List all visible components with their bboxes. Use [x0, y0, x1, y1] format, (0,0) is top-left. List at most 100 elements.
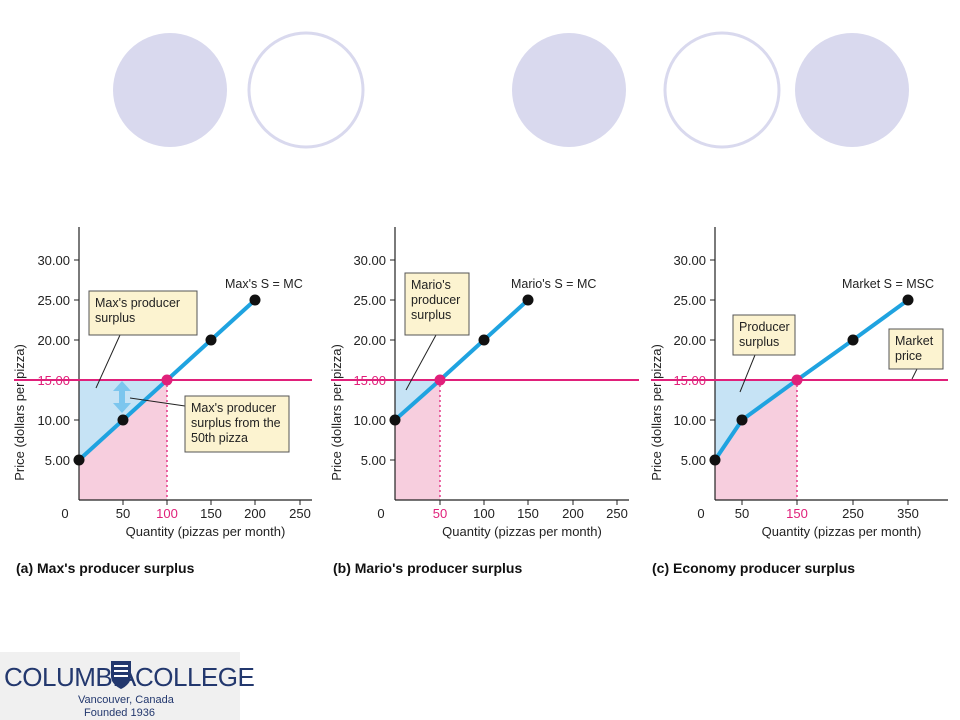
y-tick-label: 10.00 — [353, 413, 386, 428]
y-tick-label: 20.00 — [37, 333, 70, 348]
callout-text: surplus — [411, 308, 451, 322]
data-point — [522, 294, 534, 306]
callout-text: Max's producer — [191, 401, 276, 415]
equilibrium-point — [791, 374, 803, 386]
x-tick-label: 250 — [606, 506, 628, 521]
x-tick-label: 200 — [562, 506, 584, 521]
y-axis-title: Price (dollars per pizza) — [12, 344, 27, 481]
deco-circle-filled — [512, 33, 626, 147]
y-tick-label: 5.00 — [361, 453, 386, 468]
cost-area — [715, 380, 797, 500]
y-tick-label: 30.00 — [37, 253, 70, 268]
callout-text: producer — [411, 293, 460, 307]
equilibrium-point — [434, 374, 446, 386]
callout-box — [88, 290, 198, 336]
x-tick-label: 50 — [735, 506, 749, 521]
deco-circle-filled — [795, 33, 909, 147]
x-tick-label: 50 — [116, 506, 130, 521]
logo-location: Vancouver, Canada — [78, 694, 174, 706]
y-tick-label: 10.00 — [37, 413, 70, 428]
shield-icon — [111, 661, 131, 689]
callout-leader — [739, 354, 756, 393]
callout-leader — [95, 334, 121, 389]
y-tick-label: 30.00 — [353, 253, 386, 268]
logo-founded: Founded 1936 — [84, 707, 155, 719]
y-axis-title: Price (dollars per pizza) — [329, 344, 344, 481]
surplus-arrow-down — [113, 403, 131, 413]
series-label: Market S = MSC — [842, 277, 934, 291]
data-point — [709, 454, 721, 466]
callout-leader — [911, 368, 918, 380]
y-tick-label: 5.00 — [45, 453, 70, 468]
x-tick-label: 350 — [897, 506, 919, 521]
callout-text: surplus — [739, 335, 779, 349]
x-tick-label: 250 — [289, 506, 311, 521]
data-point — [736, 414, 748, 426]
x-tick-label: 150 — [517, 506, 539, 521]
supply-curve — [393, 298, 530, 422]
x-tick-label: 150 — [200, 506, 222, 521]
data-point — [73, 454, 85, 466]
callout-box — [184, 395, 290, 453]
callout-box — [888, 328, 944, 370]
panel-caption: (c) Economy producer surplus — [652, 560, 855, 576]
y-axis-title: Price (dollars per pizza) — [649, 344, 664, 481]
data-point — [389, 414, 401, 426]
x-tick-label: 250 — [842, 506, 864, 521]
callout-text: Max's producer — [95, 296, 180, 310]
x-tick-label: 100 — [156, 506, 178, 521]
callout-text: surplus from the — [191, 416, 281, 430]
deco-circle-filled — [113, 33, 227, 147]
cost-area — [79, 380, 167, 500]
y-tick-label: 5.00 — [681, 453, 706, 468]
series-label: Max's S = MC — [225, 277, 303, 291]
callout-text: surplus — [95, 311, 135, 325]
y-tick-label: 10.00 — [673, 413, 706, 428]
x-tick-label: 200 — [244, 506, 266, 521]
callout-text: Market — [895, 334, 934, 348]
deco-circle-outline — [663, 31, 781, 149]
y-tick-label: 20.00 — [353, 333, 386, 348]
series-label: Mario's S = MC — [511, 277, 596, 291]
panel-caption: (b) Mario's producer surplus — [333, 560, 522, 576]
data-point — [847, 334, 859, 346]
callout-text: 50th pizza — [191, 431, 248, 445]
x-tick-label: 150 — [786, 506, 808, 521]
y-tick-label: 25.00 — [353, 293, 386, 308]
x-axis-title: Quantity (pizzas per month) — [442, 524, 602, 539]
surplus-arrow-shaft — [119, 390, 125, 404]
logo-name-2: COLLEGE — [135, 662, 255, 692]
college-logo: COLUMBIA COLLEGE Vancouver, Canada Found… — [0, 652, 255, 720]
equilibrium-point — [161, 374, 173, 386]
x-tick-label: 50 — [433, 506, 447, 521]
callout-box — [732, 314, 796, 356]
callout-leader — [129, 397, 186, 407]
y-tick-label: 25.00 — [673, 293, 706, 308]
x-axis-title: Quantity (pizzas per month) — [126, 524, 286, 539]
data-point — [478, 334, 490, 346]
deco-circle-outline — [247, 31, 365, 149]
callout-leader — [405, 334, 437, 391]
y-tick-label: 20.00 — [673, 333, 706, 348]
panel-caption: (a) Max's producer surplus — [16, 560, 195, 576]
callout-text: Mario's — [411, 278, 451, 292]
y-tick-label: 25.00 — [37, 293, 70, 308]
data-point — [249, 294, 261, 306]
callout-text: Producer — [739, 320, 790, 334]
surplus-arrow-up — [113, 381, 131, 391]
data-point — [902, 294, 914, 306]
x-tick-label: 0 — [61, 506, 68, 521]
data-point — [117, 414, 129, 426]
decorative-circles — [113, 31, 909, 149]
x-tick-label: 0 — [377, 506, 384, 521]
x-axis-title: Quantity (pizzas per month) — [762, 524, 922, 539]
callout-text: price — [895, 349, 922, 363]
x-tick-label: 0 — [697, 506, 704, 521]
y-tick-label: 30.00 — [673, 253, 706, 268]
callout-box — [404, 272, 470, 336]
x-tick-label: 100 — [473, 506, 495, 521]
